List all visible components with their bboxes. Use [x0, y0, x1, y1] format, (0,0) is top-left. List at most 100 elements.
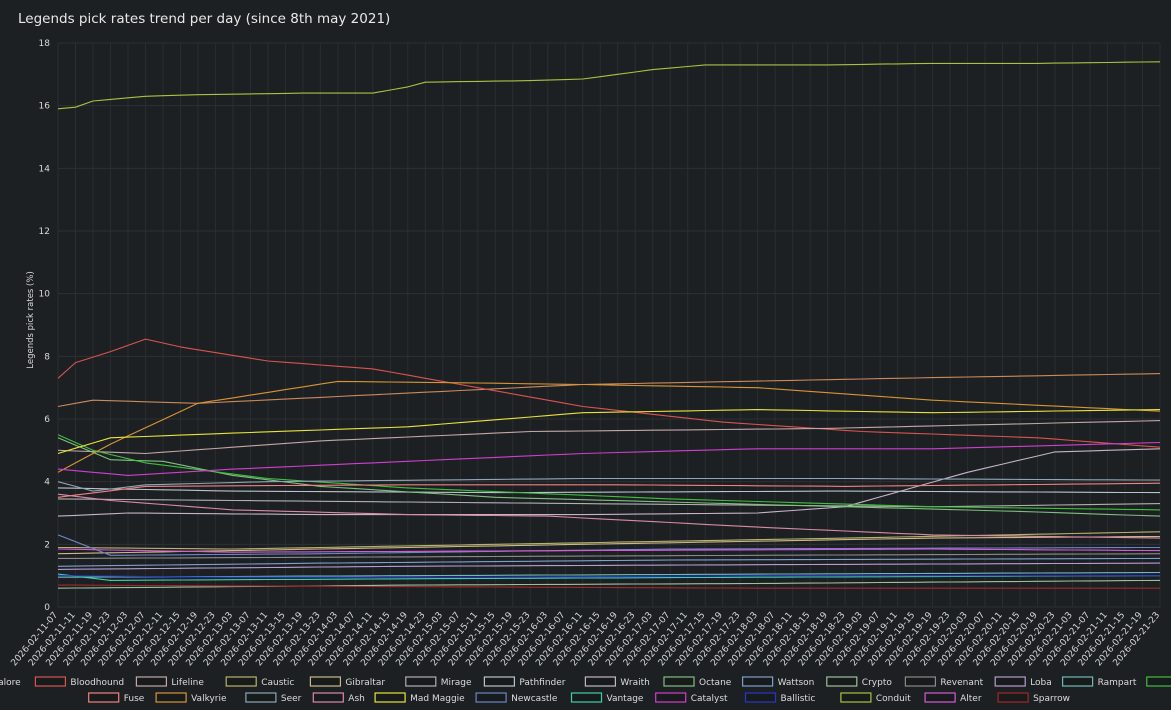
legend-swatch	[584, 676, 617, 687]
legend-item-alter[interactable]: Alter	[924, 692, 982, 704]
legend-label: Mad Maggie	[410, 694, 465, 704]
legend-swatch	[904, 676, 937, 687]
legend-swatch	[155, 692, 187, 703]
legend-item-pathfinder[interactable]: Pathfinder	[483, 676, 566, 688]
legend-item-rampart[interactable]: Rampart	[1061, 676, 1137, 688]
chart-title: Legends pick rates trend per day (since …	[18, 11, 390, 27]
legend-swatch	[405, 676, 437, 687]
legend-label: Gibraltar	[345, 678, 385, 688]
series-line-alter	[57, 548, 1161, 553]
legend-label: Mirage	[441, 678, 472, 688]
y-tick-label: 18	[39, 39, 51, 49]
y-tick-label: 4	[44, 478, 50, 488]
legend-swatch	[88, 692, 120, 703]
series-line-rampart	[58, 571, 1161, 578]
series-line-bloodhound	[57, 338, 1161, 448]
legend-swatch	[225, 676, 257, 687]
legend-swatch	[655, 692, 687, 703]
legend-swatch	[245, 692, 277, 703]
series-line-mirage	[57, 498, 1161, 508]
legend-swatch	[663, 676, 695, 687]
legend-item-mirage[interactable]: Mirage	[405, 676, 472, 688]
legend-swatch	[840, 692, 872, 703]
legend-label: Crypto	[862, 678, 893, 688]
legend-item-fuse[interactable]: Fuse	[88, 692, 145, 704]
legend-swatch	[475, 692, 507, 703]
legend-label: Revenant	[940, 678, 983, 688]
series-line-caustic	[57, 531, 1161, 550]
legend-item-vantage[interactable]: Vantage	[570, 692, 644, 704]
legend-item-loba[interactable]: Loba	[994, 676, 1052, 688]
legend-swatch	[994, 676, 1026, 687]
legend-swatch	[135, 676, 167, 687]
series-line-octane	[57, 437, 1161, 517]
legend-swatch	[374, 692, 406, 703]
legend-item-valkyrie[interactable]: Valkyrie	[155, 692, 227, 704]
legend-item-bloodhound[interactable]: Bloodhound	[34, 676, 124, 688]
y-tick-label: 6	[44, 415, 50, 425]
y-tick-label: 14	[39, 164, 51, 174]
legend-item-ash[interactable]: Ash	[312, 692, 365, 704]
legend-swatch	[483, 676, 515, 687]
legend-label: Newcastle	[511, 694, 558, 704]
legend-item-bangalore[interactable]: Bangalore	[0, 677, 21, 688]
legend-item-conduit[interactable]: Conduit	[840, 692, 911, 704]
legend-label: Wraith	[620, 678, 649, 688]
series-line-lifeline	[57, 420, 1161, 455]
legend-swatch	[1061, 676, 1094, 687]
legend-item-mad-maggie[interactable]: Mad Maggie	[374, 692, 465, 704]
series-line-ash	[57, 493, 1161, 539]
series-line-valkyrie	[57, 380, 1161, 473]
legend-item-horizon[interactable]: Horizon	[1146, 676, 1171, 688]
legend-label: Fuse	[124, 694, 145, 704]
y-tick-label: 16	[39, 102, 51, 112]
legend-label: Seer	[281, 694, 302, 704]
legend-item-wraith[interactable]: Wraith	[584, 676, 650, 688]
legend-item-seer[interactable]: Seer	[245, 692, 302, 704]
legend-item-catalyst[interactable]: Catalyst	[655, 692, 728, 704]
series-line-catalyst	[57, 441, 1161, 476]
series-line-pathfinder	[57, 487, 1161, 494]
legend-label: Caustic	[261, 678, 294, 688]
legend-swatch	[826, 676, 858, 687]
series-line-gibraltar	[57, 535, 1161, 555]
legend-swatch	[1146, 676, 1171, 687]
series-line-fuse	[57, 482, 1161, 498]
legend-item-gibraltar[interactable]: Gibraltar	[309, 676, 385, 688]
legend-swatch	[34, 676, 67, 687]
legend[interactable]: Bangalore Bloodhound Lifeline Caustic Gibral…	[0, 676, 1171, 704]
y-tick-label: 8	[44, 352, 50, 362]
legend-item-revenant[interactable]: Revenant	[904, 676, 984, 688]
y-tick-label: 12	[39, 227, 50, 237]
legend-item-crypto[interactable]: Crypto	[826, 676, 893, 688]
legend-swatch	[570, 692, 603, 703]
legend-item-caustic[interactable]: Caustic	[225, 676, 294, 688]
series-line-revenant	[58, 553, 1161, 559]
legend-item-lifeline[interactable]: Lifeline	[135, 676, 204, 688]
legend-item-wattson[interactable]: Wattson	[741, 676, 815, 688]
legend-label: Rampart	[1098, 678, 1137, 688]
y-tick-label: 2	[44, 540, 50, 550]
series-line-crypto	[57, 579, 1161, 589]
legend-label: Sparrow	[1033, 694, 1070, 704]
legend-swatch	[741, 676, 774, 687]
series-line-wattson	[57, 557, 1161, 567]
legend-swatch	[312, 692, 344, 703]
y-axis-ticks: 0 2 4 6 8 10 12 14 16 18	[39, 39, 51, 613]
legend-label: Ballistic	[781, 694, 816, 704]
y-axis-label: Legends pick rates (%)	[26, 271, 36, 369]
legend-item-sparrow[interactable]: Sparrow	[997, 692, 1070, 704]
y-tick-label: 10	[39, 290, 51, 300]
legend-item-ballistic[interactable]: Ballistic	[744, 692, 816, 704]
series-lines	[57, 61, 1161, 589]
series-line-mad-maggie	[57, 409, 1161, 455]
legend-swatch	[924, 692, 956, 703]
series-line-bangalore	[57, 373, 1161, 408]
series-line-sparrow	[58, 584, 1160, 589]
y-tick-label: 0	[44, 603, 50, 613]
series-line-conduit	[57, 61, 1161, 110]
legend-item-octane[interactable]: Octane	[663, 676, 732, 688]
legend-item-newcastle[interactable]: Newcastle	[475, 692, 558, 704]
legend-swatch	[744, 692, 777, 703]
x-axis-ticks: 2026-02-11-072026-02-11-112026-02-11-192…	[10, 610, 1163, 668]
